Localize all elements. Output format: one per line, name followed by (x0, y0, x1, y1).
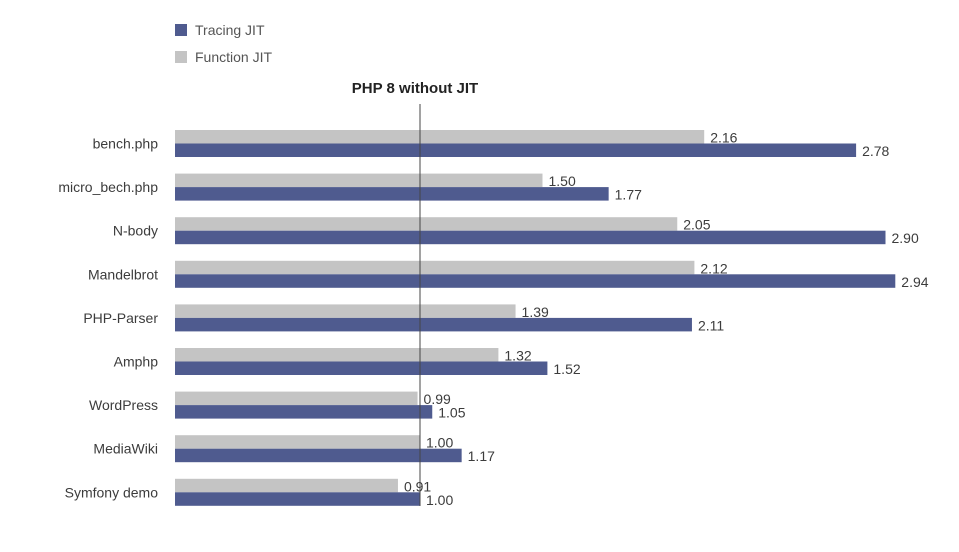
data-label: 2.78 (862, 143, 889, 159)
data-label: 1.50 (549, 173, 576, 189)
bar-tracing-jit (175, 274, 896, 288)
data-label: 2.05 (683, 217, 710, 233)
bar-tracing-jit (175, 448, 462, 463)
bar-function-jit (175, 260, 695, 275)
bar-function-jit (175, 348, 499, 362)
data-label: 2.90 (892, 230, 919, 246)
category-label: bench.php (93, 136, 159, 152)
legend-label: Function JIT (195, 49, 272, 65)
category-label: micro_bech.php (58, 179, 158, 195)
category-label: PHP-Parser (83, 310, 158, 326)
category-label: MediaWiki (93, 441, 158, 457)
bar-function-jit (175, 304, 516, 318)
legend-label: Tracing JIT (195, 22, 265, 38)
category-label: WordPress (89, 397, 158, 413)
bar-tracing-jit (175, 143, 857, 157)
bar-tracing-jit (175, 361, 548, 375)
legend-swatch (175, 24, 187, 36)
data-label: 2.16 (710, 130, 737, 146)
data-label: 1.00 (426, 435, 453, 451)
data-label: 1.39 (522, 304, 549, 320)
bar-tracing-jit (175, 230, 886, 245)
data-label: 1.52 (553, 361, 580, 377)
data-label: 1.17 (468, 448, 495, 464)
bar-function-jit (175, 173, 543, 188)
data-label: 1.32 (504, 348, 531, 364)
category-label: Amphp (114, 354, 159, 370)
category-label: N-body (113, 223, 158, 239)
category-label: Mandelbrot (88, 266, 158, 282)
data-label: 1.77 (615, 187, 642, 203)
bar-function-jit (175, 217, 678, 231)
bar-function-jit (175, 435, 420, 449)
data-label: 2.11 (698, 317, 724, 333)
data-label: 2.12 (700, 260, 727, 276)
data-label: 1.05 (438, 405, 465, 421)
bar-function-jit (175, 391, 418, 406)
bar-tracing-jit (175, 187, 609, 201)
data-label: 1.00 (426, 492, 453, 508)
legend-swatch (175, 51, 187, 63)
bar-tracing-jit (175, 492, 420, 506)
bar-tracing-jit (175, 405, 433, 419)
bar-function-jit (175, 478, 398, 493)
data-label: 0.91 (404, 478, 431, 494)
category-label: Symfony demo (65, 484, 159, 500)
bar-function-jit (175, 130, 705, 144)
data-label: 0.99 (424, 391, 451, 407)
bar-tracing-jit (175, 317, 692, 332)
reference-label: PHP 8 without JIT (352, 80, 478, 97)
data-label: 2.94 (901, 274, 928, 290)
